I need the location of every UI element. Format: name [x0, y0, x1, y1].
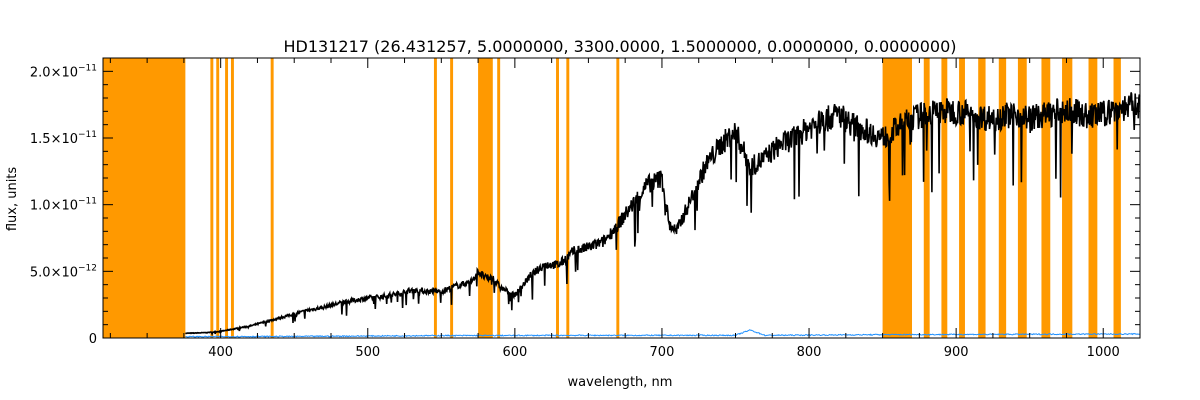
x-tick-label: 1000 — [1087, 345, 1120, 360]
masked-region-1 — [210, 58, 214, 338]
y-tick-label: 0 — [89, 332, 97, 347]
x-axis-label: wavelength, nm — [568, 375, 673, 390]
x-tick-label: 600 — [502, 345, 527, 360]
masked-region-17 — [978, 58, 986, 338]
masked-region-23 — [1113, 58, 1121, 338]
masked-region-14 — [923, 58, 930, 338]
x-tick-label: 400 — [208, 345, 233, 360]
masked-region-10 — [556, 58, 559, 338]
masked-region-19 — [1017, 58, 1027, 338]
masked-region-0 — [103, 58, 186, 338]
chart-title: HD131217 (26.431257, 5.0000000, 3300.000… — [284, 37, 957, 56]
x-tick-label: 800 — [797, 345, 822, 360]
flux-series-line — [185, 92, 1141, 337]
y-tick-label: 5.0×10−12 — [30, 263, 97, 280]
masked-region-6 — [433, 58, 437, 338]
masked-region-3 — [225, 58, 229, 338]
y-tick-label: 1.0×10−11 — [30, 197, 97, 214]
masked-region-4 — [230, 58, 234, 338]
masked-region-22 — [1088, 58, 1098, 338]
masked-region-5 — [270, 58, 274, 338]
y-axis-label: flux, units — [5, 167, 20, 232]
x-tick-label: 900 — [944, 345, 969, 360]
error-series-line — [185, 329, 1141, 339]
masked-region-15 — [941, 58, 948, 338]
series-layer — [185, 92, 1141, 339]
y-tick-label: 1.5×10−11 — [30, 130, 97, 147]
masked-region-21 — [1062, 58, 1073, 338]
masked-region-16 — [959, 58, 965, 338]
masked-region-8 — [478, 58, 493, 338]
masked-region-18 — [998, 58, 1007, 338]
masked-region-9 — [497, 58, 501, 338]
masked-region-13 — [882, 58, 913, 338]
masked-regions — [103, 58, 1121, 338]
masked-region-2 — [216, 58, 220, 338]
y-tick-label: 2.0×10−11 — [30, 63, 97, 80]
x-tick-label: 500 — [355, 345, 380, 360]
masked-region-7 — [450, 58, 454, 338]
x-tick-label: 700 — [650, 345, 675, 360]
masked-region-20 — [1041, 58, 1051, 338]
tick-labels: 400 500 600 700 800 900 1000 0 5.0×10−12 1.0×10−1… — [30, 63, 1120, 360]
axis-ticks — [103, 57, 1141, 339]
masked-region-11 — [566, 58, 570, 338]
masked-region-12 — [616, 58, 620, 338]
plot-frame — [102, 57, 1141, 339]
